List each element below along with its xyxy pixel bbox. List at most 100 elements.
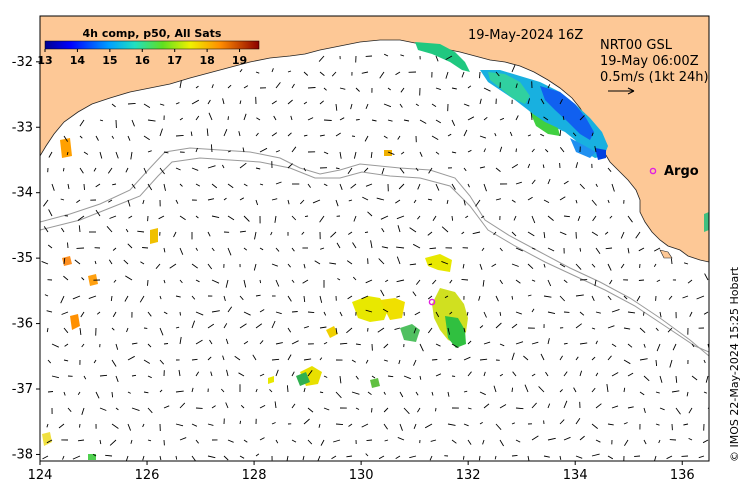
current-vector: [175, 326, 180, 329]
current-vector: [415, 167, 419, 172]
current-vector: [424, 423, 433, 429]
current-vector: [398, 359, 401, 365]
current-vector: [227, 306, 233, 313]
current-vector: [427, 295, 433, 300]
current-vector: [347, 167, 353, 175]
current-vector: [364, 135, 369, 142]
current-vector: [655, 423, 660, 426]
current-vector: [163, 311, 168, 315]
current-vector: [531, 279, 536, 282]
current-vector: [435, 55, 439, 62]
current-vector: [211, 310, 220, 313]
current-vector: [579, 435, 585, 441]
argo-float-marker[interactable]: [649, 167, 657, 175]
current-vector: [472, 231, 481, 235]
current-vector: [127, 243, 133, 249]
current-vector: [463, 103, 470, 107]
current-vector: [361, 295, 369, 300]
plot-frame: [39, 15, 710, 462]
current-vector: [682, 295, 689, 299]
current-vector: [43, 199, 49, 207]
current-vector: [591, 199, 597, 206]
current-vector: [339, 87, 346, 90]
current-vector: [291, 146, 297, 153]
current-vector: [427, 198, 433, 201]
current-vector: [99, 119, 104, 122]
current-vector: [563, 342, 568, 345]
current-vector: [110, 295, 113, 302]
current-vector: [591, 327, 596, 330]
current-vector: [482, 279, 485, 287]
current-vector: [159, 359, 165, 365]
current-vector: [95, 391, 100, 399]
current-vector: [547, 84, 551, 89]
current-vector: [259, 309, 265, 313]
current-vector: [409, 455, 417, 459]
current-vector: [381, 167, 385, 175]
current-vector: [427, 231, 433, 236]
current-vector: [80, 311, 85, 318]
current-vector: [175, 199, 179, 204]
current-vector: [223, 323, 228, 329]
current-vector: [79, 167, 84, 174]
current-vector: [428, 263, 433, 266]
current-vector: [479, 422, 483, 425]
current-vector: [81, 277, 85, 281]
current-vector: [607, 355, 612, 361]
current-vector: [531, 179, 536, 185]
current-vector: [259, 183, 264, 186]
current-vector: [531, 402, 537, 409]
current-vector: [379, 71, 385, 79]
info-vector-time: 19-May 06:00Z: [600, 54, 699, 69]
current-vector: [291, 439, 297, 443]
current-vector: [299, 199, 305, 205]
current-vector: [627, 311, 636, 314]
current-vector: [655, 359, 658, 367]
current-vector: [429, 247, 437, 250]
current-vector: [62, 167, 65, 172]
current-vector: [398, 183, 405, 190]
current-vector: [592, 215, 597, 222]
current-vector: [691, 343, 695, 348]
current-vector: [591, 263, 596, 268]
current-vector: [319, 295, 323, 303]
x-tick-label: 130: [349, 468, 374, 483]
current-vector: [143, 359, 151, 364]
current-vector: [670, 258, 673, 265]
current-vector: [179, 215, 186, 221]
current-vector: [479, 391, 486, 396]
colorbar-tick-label: 16: [135, 54, 151, 67]
current-vector: [254, 231, 257, 240]
current-vector: [511, 199, 516, 203]
current-vector: [115, 343, 119, 350]
current-vector: [227, 84, 232, 89]
current-vector: [335, 199, 339, 207]
current-vector: [211, 183, 218, 189]
current-vector: [339, 183, 343, 190]
current-vector: [479, 325, 484, 329]
current-vector: [51, 183, 55, 191]
current-vector: [540, 353, 545, 361]
current-vector: [83, 183, 85, 190]
current-vector: [83, 151, 89, 155]
current-vector: [159, 167, 165, 175]
argo-float-marker-offshore[interactable]: [428, 298, 436, 306]
current-vector: [382, 308, 389, 313]
current-vector: [377, 327, 385, 333]
current-vector: [303, 134, 308, 137]
current-vector: [175, 102, 180, 105]
current-vector: [463, 390, 468, 393]
current-vector: [319, 326, 327, 329]
colorbar-gradient: [44, 40, 260, 50]
current-vector: [627, 372, 634, 377]
current-vector: [515, 279, 521, 284]
current-vector: [350, 183, 357, 189]
current-vector: [239, 455, 245, 459]
current-vector: [403, 407, 410, 415]
current-vector: [639, 391, 645, 396]
current-vector: [441, 260, 449, 265]
current-vector: [611, 405, 619, 409]
current-vector: [527, 98, 531, 105]
current-vector: [131, 183, 136, 189]
y-tick-label: -32: [12, 55, 33, 70]
